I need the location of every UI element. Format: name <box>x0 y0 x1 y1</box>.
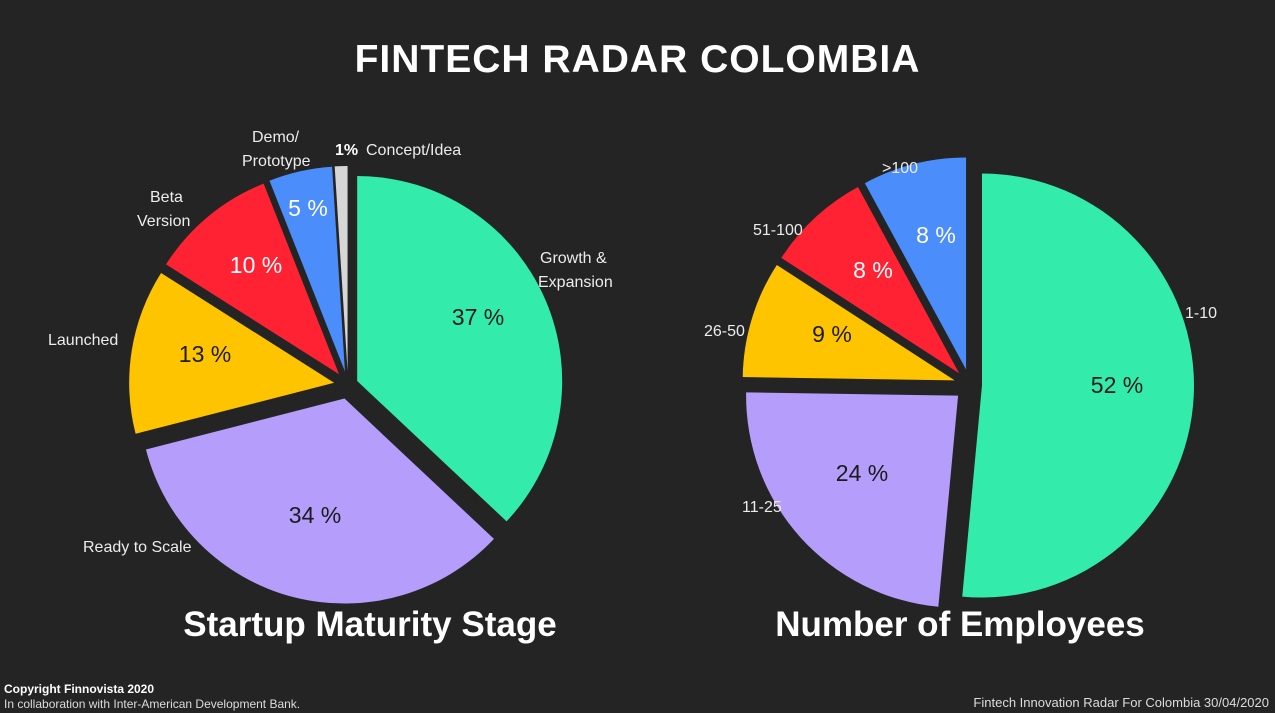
pie-category-label: Demo/ <box>252 129 300 146</box>
pie-slice-26-50 <box>742 264 955 381</box>
pie-value-label: 9 % <box>812 321 852 347</box>
pie-category-label: Concept/Idea <box>366 142 461 159</box>
copyright-text: Copyright Finnovista 2020 <box>4 682 155 696</box>
maturity-chart-title: Startup Maturity Stage <box>183 605 557 644</box>
collaboration-text: In collaboration with Inter-American Dev… <box>4 697 301 711</box>
pie-value-label: 52 % <box>1091 372 1143 398</box>
pie-value-label: 13 % <box>179 341 231 367</box>
pie-slice-51-100 <box>781 186 960 374</box>
pie-slice-concept-idea <box>334 166 348 372</box>
pie-slice-launched <box>129 272 335 434</box>
pie-category-label: Growth & <box>540 250 607 267</box>
pie-value-label: 10 % <box>230 252 282 278</box>
pie-category-label: Beta <box>150 189 183 206</box>
employees-chart-title: Number of Employees <box>775 605 1145 644</box>
pie-category-label: Expansion <box>538 274 613 291</box>
pie-value-label: 5 % <box>288 195 328 221</box>
pie-value-label: 37 % <box>452 304 504 330</box>
pie-slice-100 <box>864 157 967 370</box>
source-text: Fintech Innovation Radar For Colombia 30… <box>973 695 1269 710</box>
pie-category-label: 1-10 <box>1185 305 1217 322</box>
pie-category-label: 11-25 <box>742 499 782 516</box>
pie-category-label: 51-100 <box>753 222 803 239</box>
employees-pie: 52 % 24 % 9 % 8 % 8 % 1-10 11-25 26-50 51-100 >10… <box>704 157 1217 607</box>
pie-category-label: Prototype <box>242 153 311 170</box>
pie-value-label-small: 1% <box>335 142 358 159</box>
pie-slice-1-10 <box>962 173 1194 598</box>
maturity-pie: 37 % 34 % 13 % 10 % 5 % Growth & Expansion Read… <box>48 129 613 604</box>
page-title: FINTECH RADAR COLOMBIA <box>354 38 921 81</box>
pie-category-label: Version <box>137 213 190 230</box>
pie-slice-11-25 <box>746 392 959 607</box>
pie-value-label: 24 % <box>836 460 888 486</box>
pie-slice-demo-prototype <box>269 166 345 372</box>
pie-value-label: 34 % <box>289 502 341 528</box>
pie-category-label: Ready to Scale <box>83 539 192 556</box>
pie-value-label: 8 % <box>853 257 893 283</box>
pie-category-label: >100 <box>882 160 918 177</box>
pie-category-label: Launched <box>48 332 118 349</box>
pie-slice-ready-to-scale <box>145 398 494 604</box>
pie-category-label: 26-50 <box>704 323 745 340</box>
pie-slice-beta-version <box>165 183 340 375</box>
pie-value-label: 8 % <box>916 222 956 248</box>
pie-slice-growth-expansion <box>357 176 563 522</box>
